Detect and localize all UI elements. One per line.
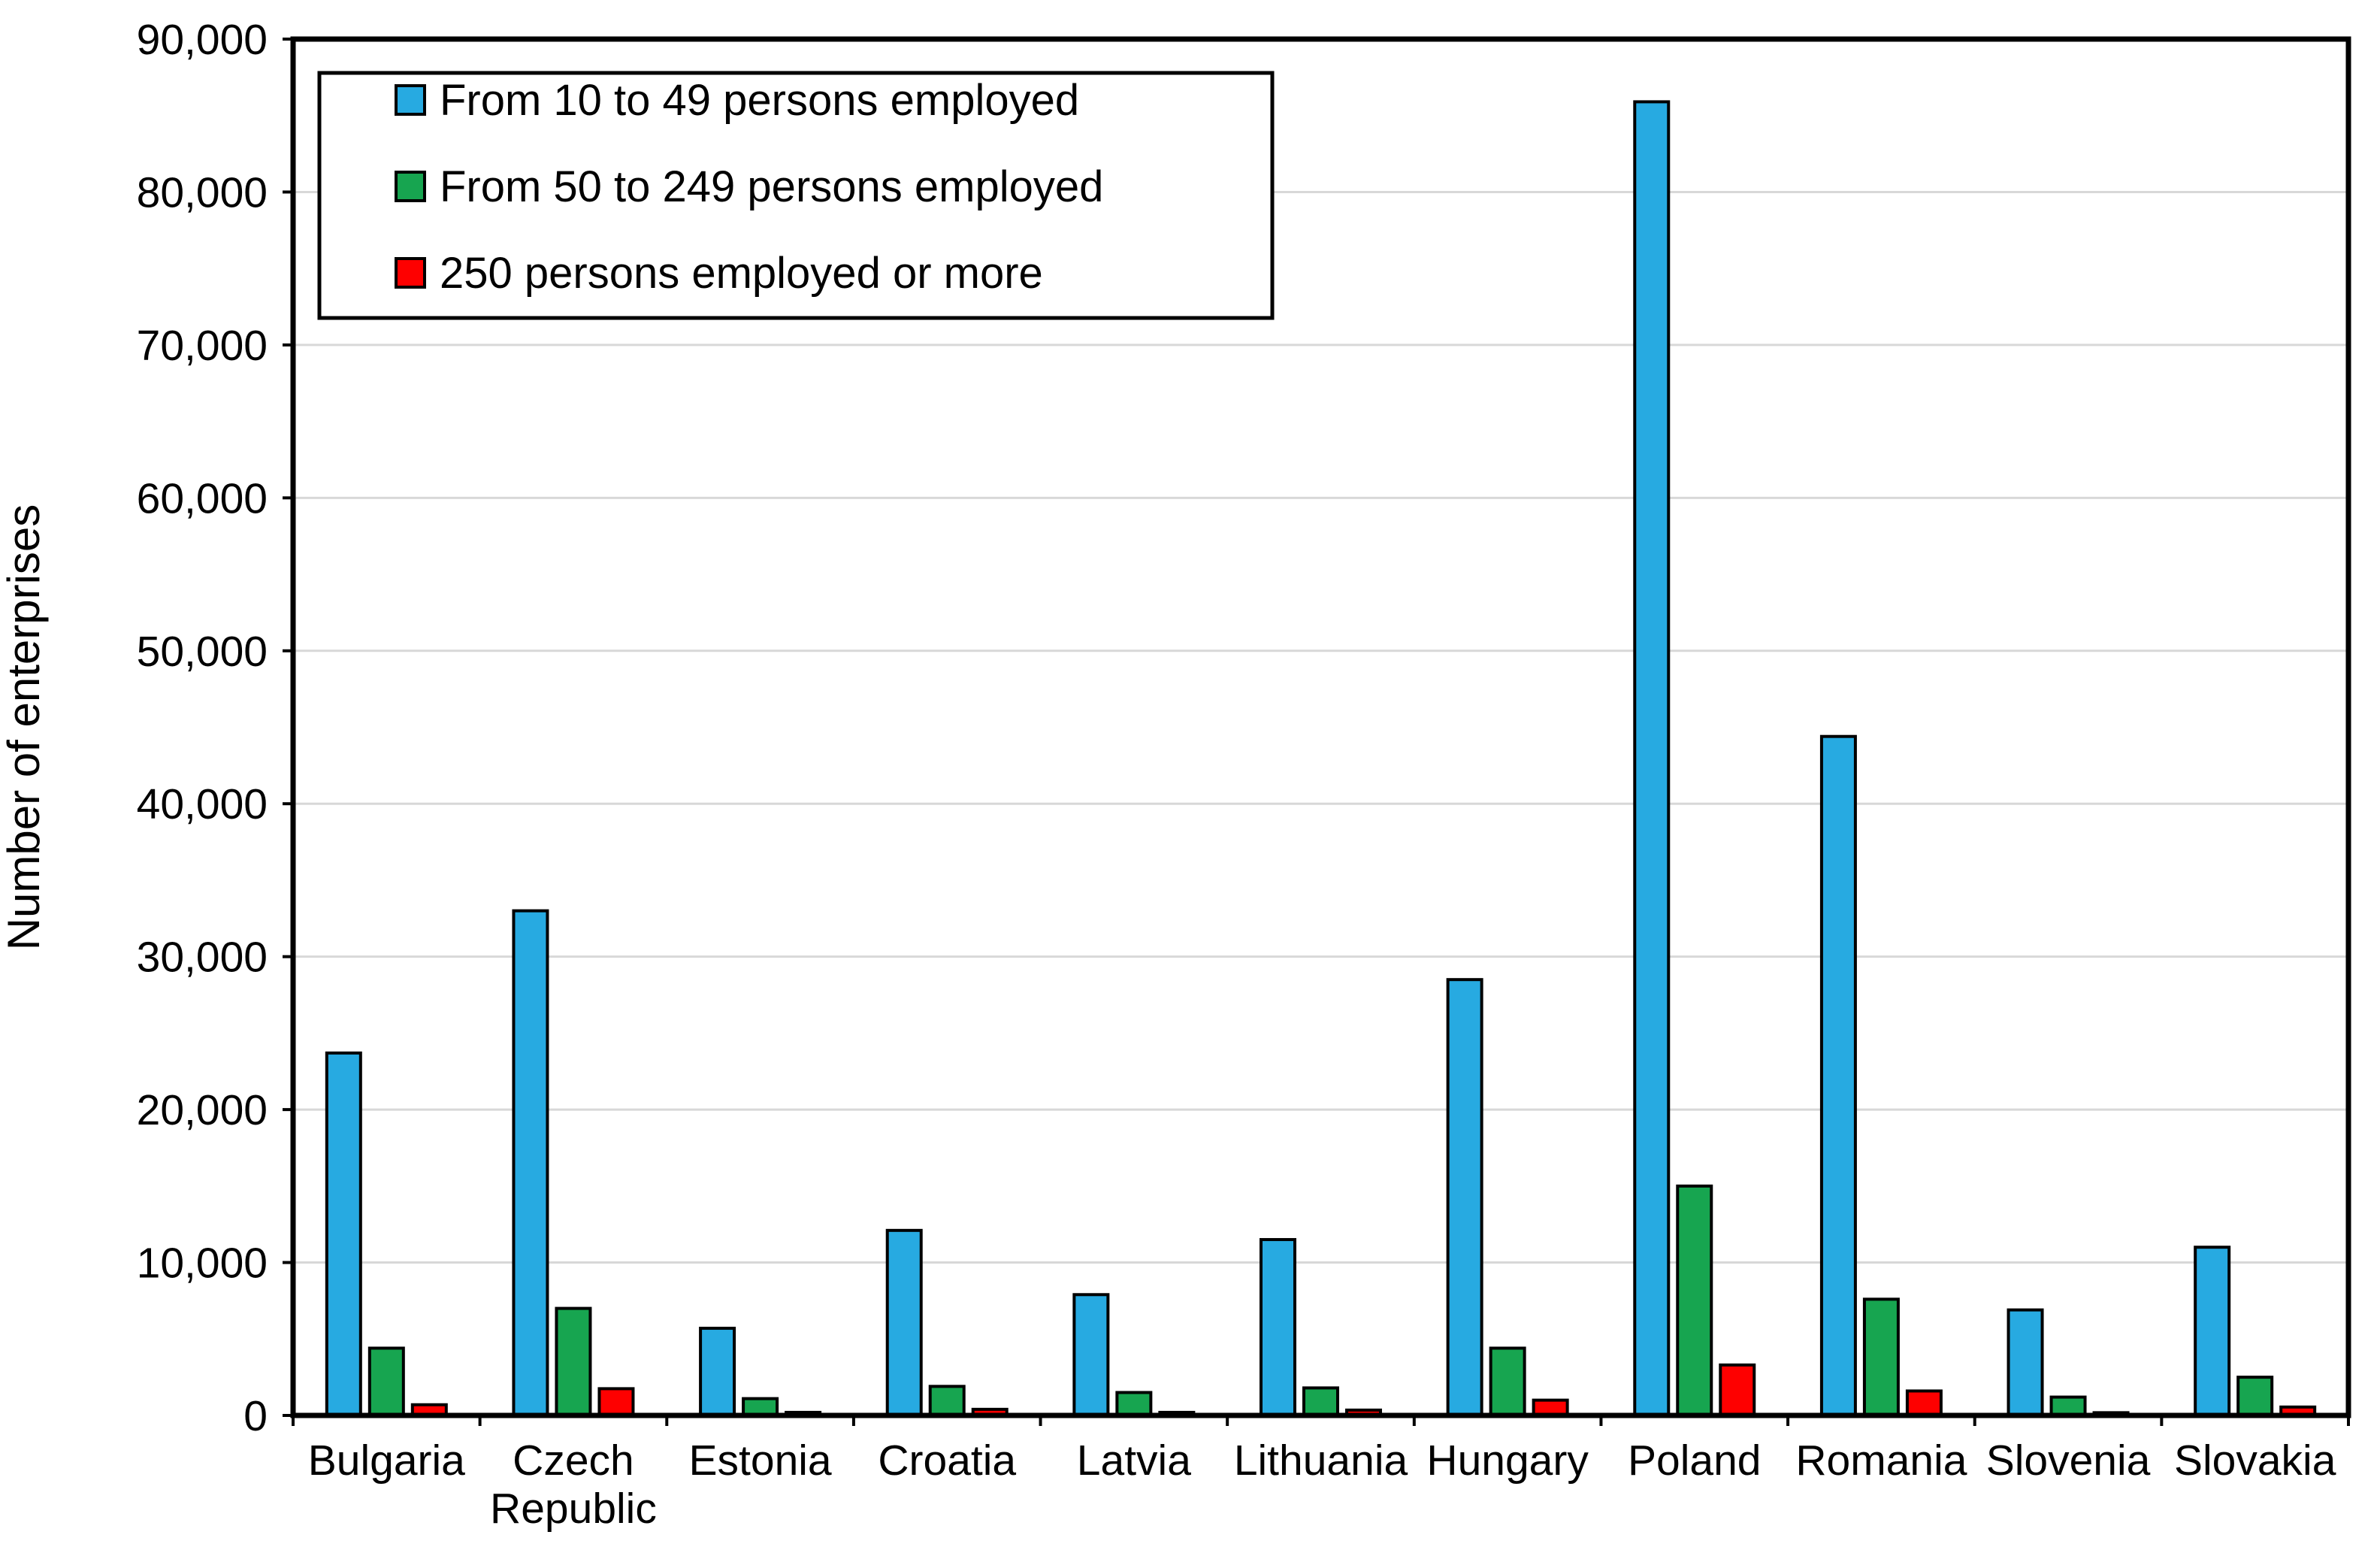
bar-czech-republic-series0	[512, 909, 549, 1417]
bar-hungary-series1	[1489, 1346, 1526, 1418]
x-category-label: Slovakia	[2174, 1436, 2336, 1485]
x-category-label-line: Slovakia	[2174, 1436, 2336, 1485]
x-category-label-line: Slovenia	[1986, 1436, 2151, 1485]
y-tick-label: 90,000	[137, 16, 268, 64]
x-category-label-line: Poland	[1628, 1436, 1762, 1485]
x-category-label-line: Croatia	[878, 1436, 1016, 1485]
bar-slovakia-series1	[2236, 1376, 2274, 1418]
y-tick-label: 40,000	[137, 780, 268, 828]
x-category-label-line: Romania	[1795, 1436, 1967, 1485]
bar-czech-republic-series1	[555, 1306, 592, 1417]
bar-slovenia-series0	[2007, 1308, 2044, 1417]
y-tick-label: 0	[243, 1392, 268, 1440]
legend-label-series0: From 10 to 49 persons employed	[440, 76, 1079, 125]
bar-lithuania-series1	[1302, 1386, 1339, 1418]
y-tick-label: 30,000	[137, 934, 268, 982]
x-category-label: Hungary	[1426, 1436, 1589, 1485]
bar-poland-series2	[1719, 1363, 1756, 1417]
x-category-label-line: Latvia	[1077, 1436, 1191, 1485]
bar-poland-series0	[1633, 100, 1671, 1417]
bar-czech-republic-series2	[597, 1387, 635, 1417]
x-category-label: Latvia	[1077, 1436, 1191, 1485]
bar-estonia-series0	[699, 1327, 736, 1417]
bar-slovenia-series1	[2049, 1395, 2087, 1418]
bar-poland-series1	[1676, 1184, 1713, 1418]
bar-latvia-series1	[1115, 1391, 1153, 1417]
x-category-label-line: Estonia	[689, 1436, 832, 1485]
x-category-label: Slovenia	[1986, 1436, 2151, 1485]
x-category-label: Bulgaria	[308, 1436, 465, 1485]
y-tick-label: 20,000	[137, 1086, 268, 1134]
x-category-label-line: Lithuania	[1234, 1436, 1408, 1485]
x-category-label-line: Hungary	[1426, 1436, 1589, 1485]
bar-romania-series1	[1862, 1297, 1900, 1417]
y-tick-label: 80,000	[137, 168, 268, 216]
x-category-label: Czech Republic	[490, 1436, 657, 1533]
legend-label-series1: From 50 to 249 persons employed	[440, 162, 1103, 211]
y-tick-label: 50,000	[137, 628, 268, 676]
legend-swatch-series0	[395, 84, 426, 116]
x-category-label: Croatia	[878, 1436, 1016, 1485]
x-category-label: Estonia	[689, 1436, 832, 1485]
bar-romania-series2	[1905, 1389, 1943, 1417]
legend-label-series2: 250 persons employed or more	[440, 249, 1043, 298]
bar-bulgaria-series0	[325, 1051, 362, 1417]
bar-croatia-series1	[928, 1385, 966, 1418]
y-axis-title: Number of enterprises	[0, 504, 49, 951]
bar-bulgaria-series1	[367, 1346, 405, 1418]
x-category-label: Poland	[1628, 1436, 1762, 1485]
bar-croatia-series0	[885, 1228, 923, 1418]
y-tick-label: 70,000	[137, 322, 268, 370]
legend-swatch-series1	[395, 171, 426, 202]
x-category-label: Romania	[1795, 1436, 1967, 1485]
bar-lithuania-series0	[1260, 1238, 1296, 1418]
bar-hungary-series0	[1446, 978, 1483, 1417]
plot-frame	[290, 36, 2351, 1418]
x-category-label: Lithuania	[1234, 1436, 1408, 1485]
legend-swatch-series2	[395, 257, 426, 289]
y-tick-label: 10,000	[137, 1240, 268, 1288]
bar-slovakia-series0	[2194, 1246, 2231, 1417]
x-category-label-line: Republic	[490, 1485, 657, 1533]
bar-latvia-series0	[1072, 1293, 1110, 1418]
x-category-label-line: Bulgaria	[308, 1436, 465, 1485]
x-category-label-line: Czech	[513, 1436, 634, 1485]
y-tick-label: 60,000	[137, 474, 268, 522]
legend-box	[317, 71, 1275, 320]
bar-romania-series0	[1819, 734, 1857, 1417]
